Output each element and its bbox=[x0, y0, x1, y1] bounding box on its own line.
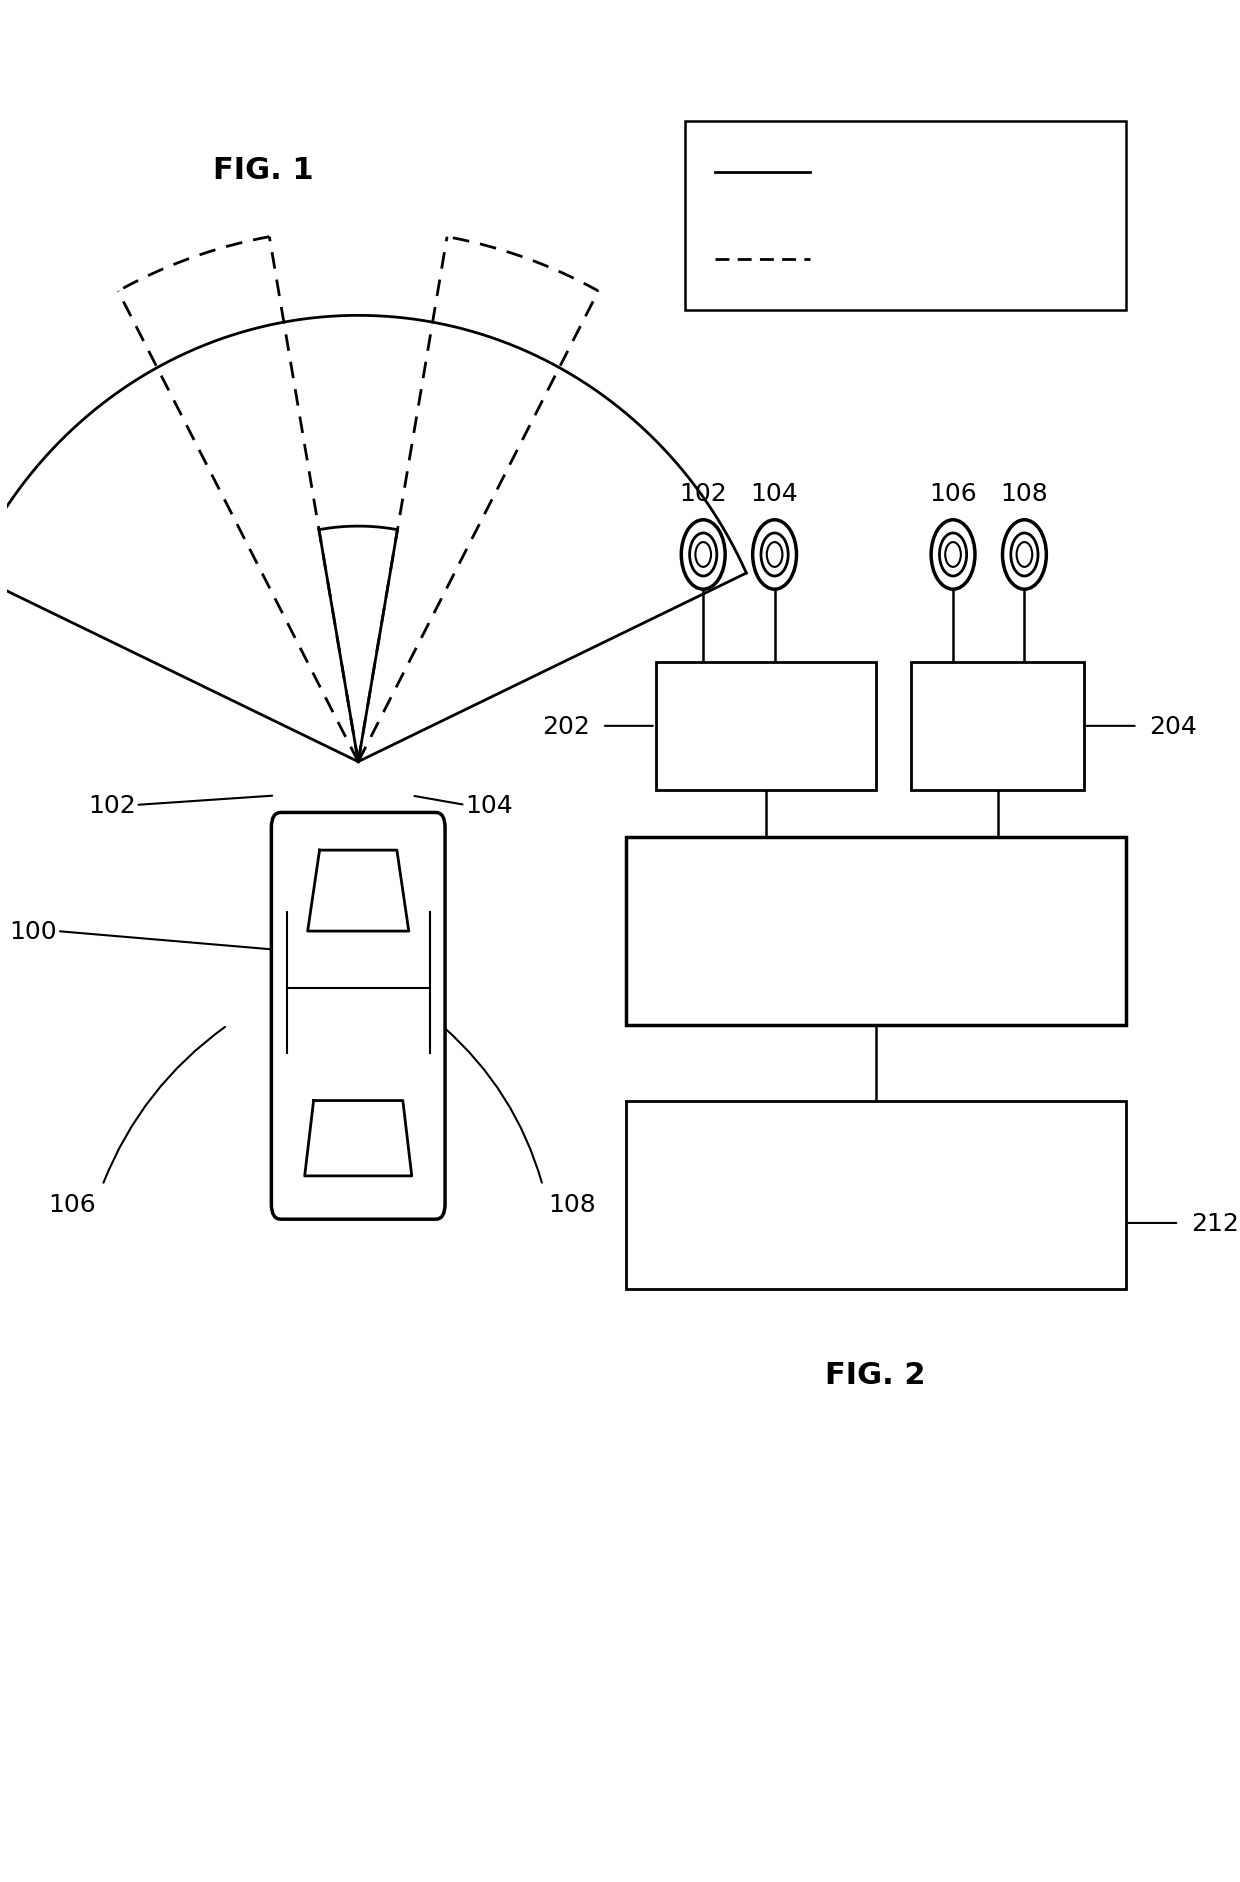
Bar bbox=[911, 662, 1084, 790]
Text: 210: 210 bbox=[856, 960, 895, 979]
Bar bbox=[656, 662, 875, 790]
Circle shape bbox=[696, 542, 711, 568]
Text: 106: 106 bbox=[48, 1193, 97, 1216]
Text: 100: 100 bbox=[10, 920, 57, 943]
Bar bbox=[626, 1101, 1126, 1289]
Text: OPTICAL: OPTICAL bbox=[828, 164, 910, 183]
Text: LIDAR: LIDAR bbox=[968, 717, 1027, 736]
Circle shape bbox=[945, 542, 961, 568]
Text: 104: 104 bbox=[750, 482, 799, 506]
Text: 106: 106 bbox=[929, 482, 977, 506]
Circle shape bbox=[1002, 521, 1047, 589]
Text: 108: 108 bbox=[1001, 482, 1048, 506]
Bar bbox=[626, 837, 1126, 1026]
Text: FIG. 2: FIG. 2 bbox=[826, 1361, 926, 1389]
Text: CAMERAS: CAMERAS bbox=[718, 745, 813, 764]
Text: FIG. 1: FIG. 1 bbox=[213, 156, 314, 184]
Circle shape bbox=[753, 521, 796, 589]
Circle shape bbox=[681, 521, 725, 589]
Circle shape bbox=[1017, 542, 1032, 568]
Text: AUTONOMOUS: AUTONOMOUS bbox=[799, 1156, 952, 1174]
Text: SENSOR FUSION: SENSOR FUSION bbox=[790, 890, 961, 909]
Bar bbox=[686, 122, 1126, 311]
Text: 108: 108 bbox=[548, 1193, 596, 1216]
Text: 104: 104 bbox=[465, 794, 513, 817]
Text: 102: 102 bbox=[88, 794, 135, 817]
FancyBboxPatch shape bbox=[272, 813, 445, 1220]
Text: 102: 102 bbox=[680, 482, 727, 506]
Text: 204: 204 bbox=[1149, 715, 1197, 738]
Circle shape bbox=[931, 521, 975, 589]
Text: 202: 202 bbox=[542, 715, 590, 738]
Circle shape bbox=[766, 542, 782, 568]
Text: LIDAR: LIDAR bbox=[828, 250, 887, 269]
Text: 212: 212 bbox=[1190, 1212, 1239, 1235]
Text: FRONT: FRONT bbox=[733, 696, 799, 715]
Text: PROCESSING: PROCESSING bbox=[808, 1227, 944, 1246]
